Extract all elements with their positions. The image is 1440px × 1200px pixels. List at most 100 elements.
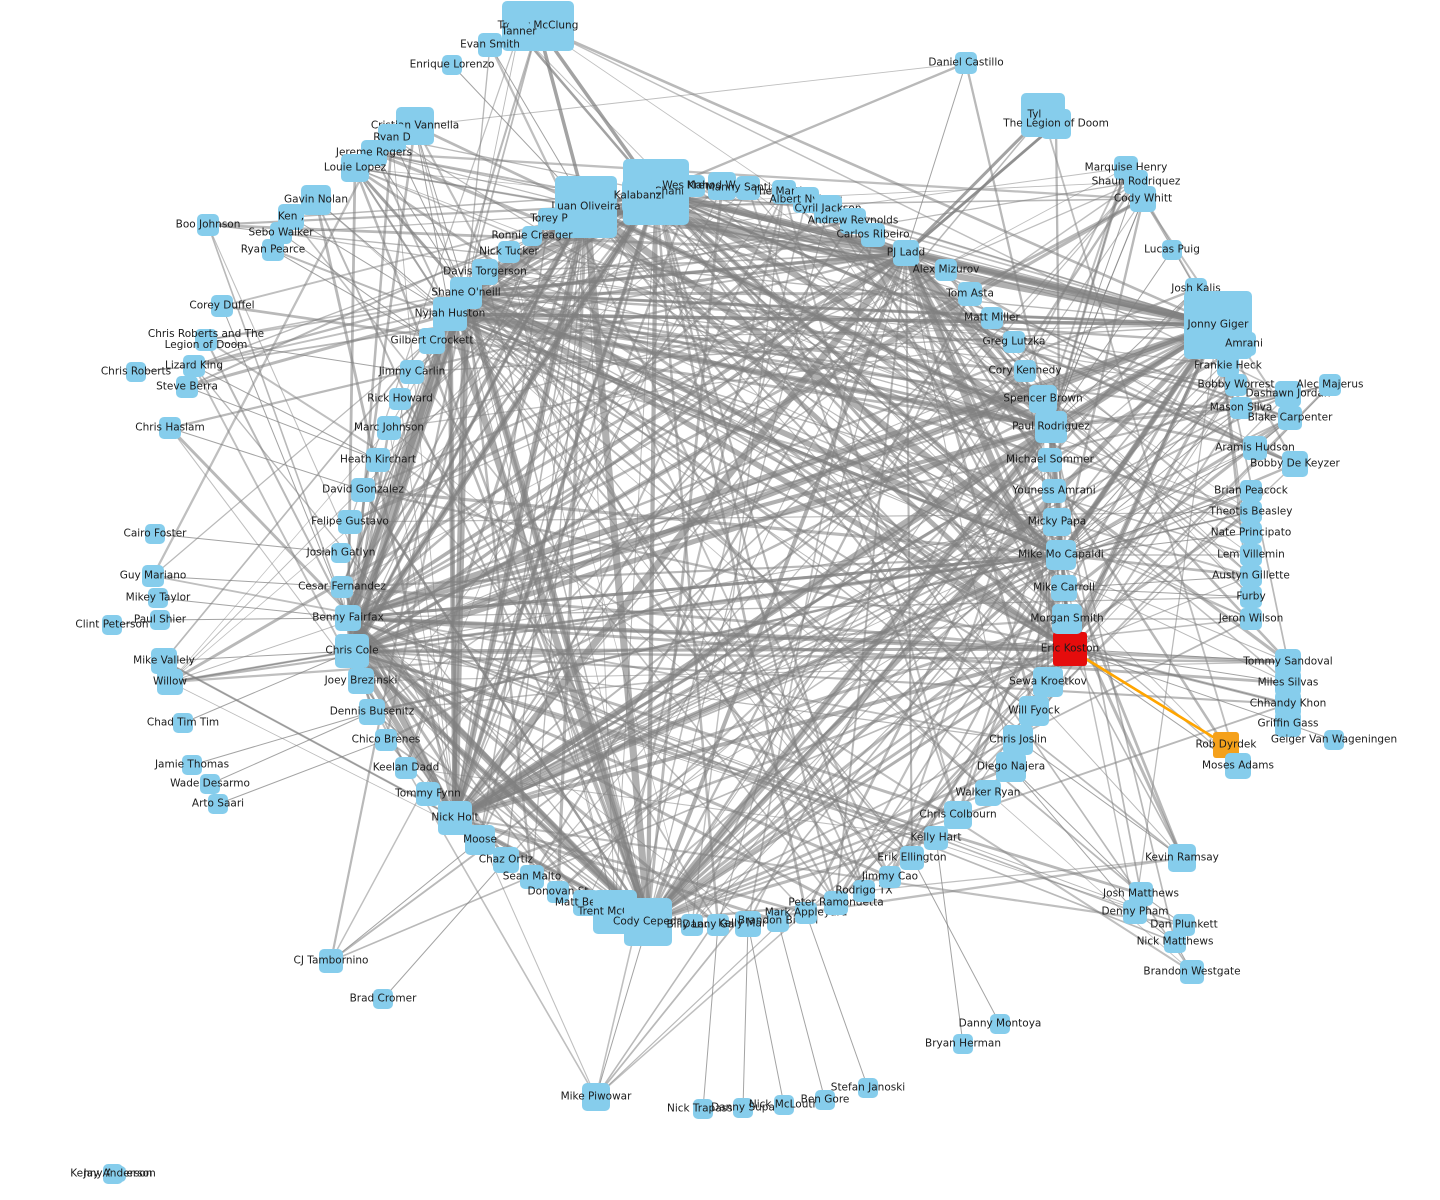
graph-node[interactable] [465,825,495,855]
graph-node[interactable] [348,668,374,694]
graph-node[interactable] [1033,667,1063,697]
graph-node[interactable] [1240,501,1262,523]
graph-node[interactable] [508,21,530,43]
graph-node[interactable] [1240,480,1262,502]
graph-node[interactable] [1180,960,1204,984]
graph-node[interactable] [1041,109,1071,139]
graph-node[interactable] [990,1014,1010,1034]
graph-node[interactable] [767,910,789,932]
graph-node[interactable] [622,179,656,213]
graph-node[interactable] [493,847,519,873]
graph-node[interactable] [419,328,445,354]
graph-node[interactable] [416,782,440,806]
graph-node[interactable] [683,175,705,197]
graph-node[interactable] [433,297,467,331]
graph-node[interactable] [1029,385,1057,413]
graph-node[interactable] [395,757,417,779]
graph-node[interactable] [1278,406,1302,430]
graph-node[interactable] [1130,186,1156,212]
graph-node[interactable] [1240,586,1262,608]
graph-node[interactable] [1240,544,1262,566]
graph-node[interactable] [958,282,982,306]
graph-node[interactable] [1173,914,1195,936]
graph-node[interactable] [211,295,233,317]
graph-node[interactable] [1319,374,1341,396]
graph-node[interactable] [359,699,385,725]
graph-node[interactable] [735,911,761,937]
graph-node[interactable] [200,774,220,794]
graph-node[interactable] [893,240,919,266]
graph-node[interactable] [142,565,164,587]
graph-node[interactable] [351,478,375,502]
graph-node[interactable] [879,866,901,888]
graph-node[interactable] [1052,604,1082,634]
graph-node[interactable] [861,223,885,247]
graph-node[interactable] [1014,360,1036,382]
graph-node[interactable] [498,241,520,263]
graph-node[interactable] [814,195,842,223]
graph-node[interactable] [377,416,401,440]
graph-node[interactable] [195,329,217,351]
graph-node[interactable] [1232,332,1256,356]
graph-node[interactable] [159,417,181,439]
graph-node[interactable] [270,222,292,244]
graph-node[interactable] [981,307,1003,329]
graph-node[interactable] [736,176,760,200]
graph-node[interactable] [262,239,284,261]
graph-node[interactable] [707,914,729,936]
graph-node[interactable] [853,880,875,902]
graph-node[interactable] [126,362,146,382]
graph-node[interactable] [1019,696,1049,726]
graph-node[interactable] [341,154,369,182]
graph-node[interactable] [157,669,183,695]
graph-node[interactable] [102,615,122,635]
graph-node[interactable] [1003,331,1025,353]
graph-node[interactable] [182,755,202,775]
graph-node[interactable] [148,588,168,608]
graph-node[interactable] [1123,900,1147,924]
graph-node[interactable] [693,1099,713,1119]
graph-node[interactable] [331,576,353,598]
graph-node[interactable] [795,902,817,924]
graph-node[interactable] [772,180,796,204]
graph-node[interactable] [935,259,957,281]
graph-node[interactable] [173,713,193,733]
graph-node[interactable] [1240,565,1262,587]
graph-node[interactable] [301,185,331,215]
graph-node[interactable] [996,752,1026,782]
graph-node[interactable] [924,826,948,850]
graph-node[interactable] [1042,479,1066,503]
graph-node[interactable] [522,226,542,246]
graph-node[interactable] [1240,522,1262,544]
graph-node[interactable] [1162,240,1182,260]
graph-node[interactable] [331,543,351,563]
graph-node[interactable] [1003,725,1033,755]
graph-node[interactable] [1275,381,1301,407]
graph-node[interactable] [1324,730,1344,750]
graph-node[interactable] [208,794,228,814]
graph-node[interactable] [975,780,1001,806]
graph-node[interactable] [547,881,569,903]
graph-node[interactable] [1243,436,1267,460]
graph-node[interactable] [900,846,924,870]
graph-node[interactable] [110,1166,126,1182]
graph-node[interactable] [1240,608,1262,630]
graph-node[interactable] [733,1098,753,1118]
graph-node[interactable] [1046,540,1076,570]
graph-node[interactable] [1275,711,1301,737]
graph-node[interactable] [366,448,390,472]
graph-node[interactable] [520,865,544,889]
graph-node[interactable] [1217,355,1239,377]
graph-node[interactable] [955,52,977,74]
graph-node[interactable] [176,376,198,398]
graph-node[interactable] [375,729,397,751]
graph-node[interactable] [624,898,672,946]
graph-node[interactable] [1053,632,1087,666]
graph-node[interactable] [389,388,411,410]
graph-node[interactable] [681,914,703,936]
graph-node[interactable] [145,524,165,544]
graph-node[interactable] [1051,575,1077,601]
graph-node[interactable] [373,989,393,1009]
graph-node[interactable] [319,949,343,973]
graph-node[interactable] [538,208,560,230]
